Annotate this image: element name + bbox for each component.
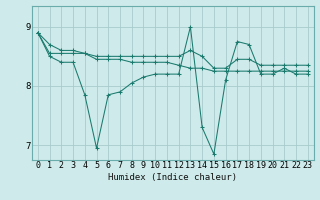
X-axis label: Humidex (Indice chaleur): Humidex (Indice chaleur) [108, 173, 237, 182]
